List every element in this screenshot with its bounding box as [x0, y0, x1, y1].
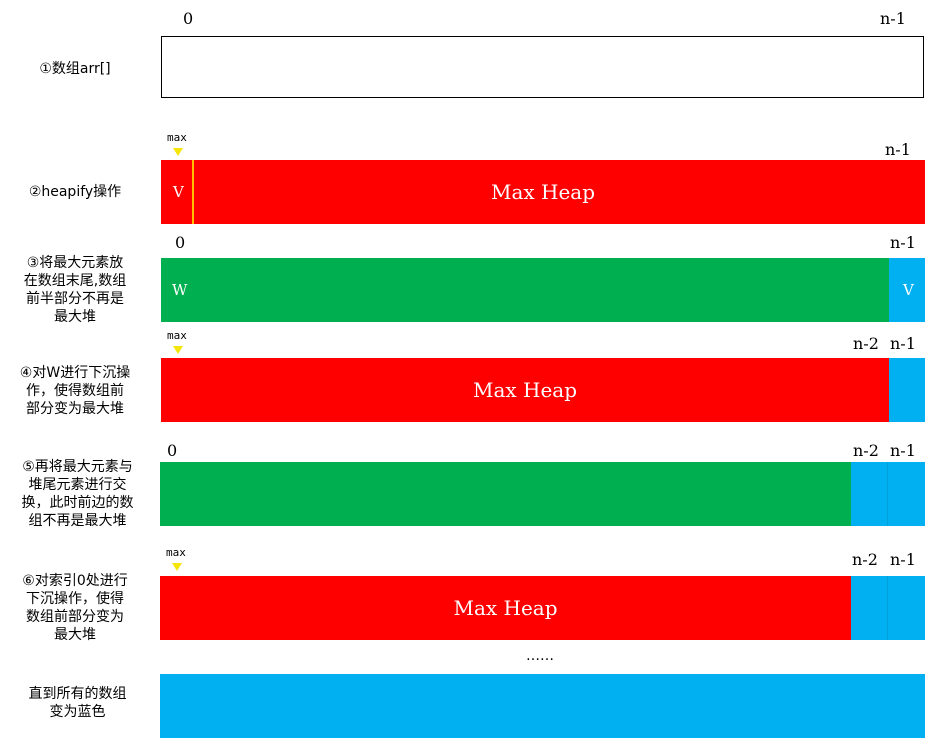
- segment-blue-b-row6: [888, 576, 925, 640]
- index-zero-row5: 0: [167, 441, 178, 460]
- index-n2-row5: n-2: [853, 441, 879, 460]
- segment-divider-row6: [887, 576, 888, 640]
- array-bar-final: [160, 674, 925, 738]
- cell-v-label-row3: V: [903, 281, 914, 299]
- max-pointer-label-row6: max: [166, 546, 186, 559]
- segment-blue-row3: [889, 258, 925, 322]
- max-heap-label-row4: Max Heap: [472, 378, 578, 402]
- step3-label: ③将最大元素放 在数组末尾,数组 前半部分不再是 最大堆: [23, 255, 127, 325]
- array-bar-empty: [161, 36, 924, 98]
- heap-bar-row2: V Max Heap: [161, 160, 925, 224]
- index-n1-row3: n-1: [890, 233, 916, 252]
- ellipsis: ……: [526, 648, 554, 664]
- step5-label: ⑤再将最大元素与 堆尾元素进行交 换，此时前边的数 组不再是最大堆: [21, 459, 134, 529]
- index-n1-row5: n-1: [890, 441, 916, 460]
- max-pointer-label-row4: max: [167, 329, 187, 342]
- index-n1-row6: n-1: [890, 550, 916, 569]
- array-bar-row5: [160, 462, 925, 526]
- cell-v-label-row2: V: [173, 183, 184, 201]
- max-heap-label-row2: Max Heap: [490, 180, 596, 204]
- step-final-label: 直到所有的数组 变为蓝色: [28, 686, 127, 720]
- heap-bar-row4: Max Heap: [161, 358, 925, 422]
- step6-label: ⑥对索引0处进行 下沉操作，使得 数组前部分变为 最大堆: [22, 573, 128, 643]
- segment-blue-b-row5: [888, 462, 925, 526]
- segment-red-row6: [160, 576, 851, 640]
- segment-green-row5: [160, 462, 851, 526]
- step4-label: ④对W进行下沉操 作，使得数组前 部分变为最大堆: [19, 365, 131, 417]
- v-divider-line: [192, 160, 194, 224]
- cell-w-label-row3: W: [172, 281, 188, 299]
- step1-label: ①数组arr[]: [39, 61, 111, 77]
- index-n2-row6: n-2: [852, 550, 878, 569]
- index-zero-row1: 0: [183, 9, 194, 28]
- index-n1-row1: n-1: [880, 9, 906, 28]
- index-n1-row2: n-1: [885, 140, 911, 159]
- max-pointer-arrow-row4: [173, 346, 183, 354]
- segment-blue-a-row6: [851, 576, 888, 640]
- array-bar-row3: W V: [161, 258, 925, 322]
- heap-bar-row6: Max Heap: [160, 576, 925, 640]
- segment-blue-row4: [889, 358, 925, 422]
- segment-divider-row5: [887, 462, 888, 526]
- heap-segment-red: [161, 160, 925, 224]
- max-heap-label-row6: Max Heap: [453, 596, 558, 620]
- index-zero-row3: 0: [175, 233, 186, 252]
- index-n2-row4: n-2: [853, 334, 879, 353]
- index-n1-row4: n-1: [890, 334, 916, 353]
- max-pointer-label-row2: max: [167, 131, 187, 144]
- max-pointer-arrow-row6: [172, 563, 182, 571]
- max-pointer-arrow-row2: [173, 148, 183, 156]
- segment-blue-a-row5: [851, 462, 888, 526]
- segment-red-row4: [161, 358, 889, 422]
- segment-green-row3: [161, 258, 889, 322]
- step2-label: ②heapify操作: [28, 184, 122, 200]
